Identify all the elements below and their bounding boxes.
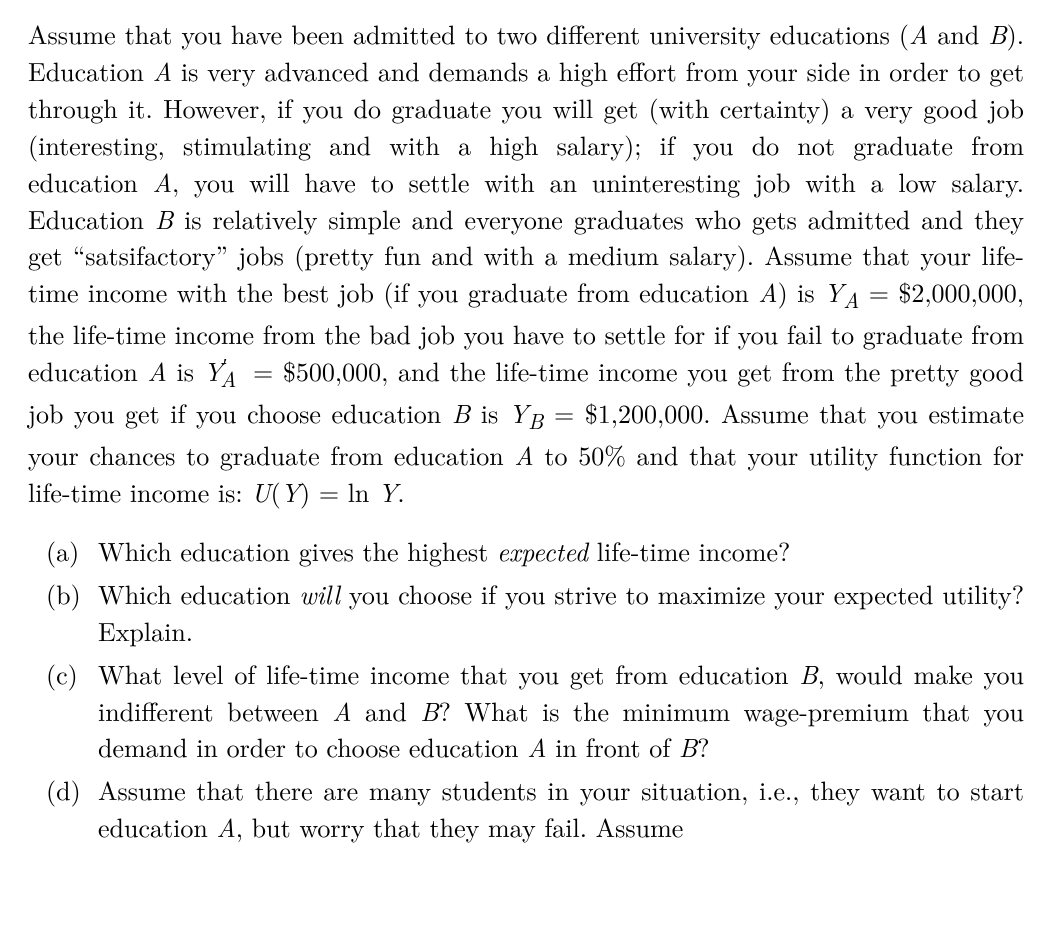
text: is bbox=[470, 394, 509, 431]
text: and bbox=[928, 15, 988, 52]
var-B: B bbox=[155, 200, 173, 237]
item-body-b: Which education will you choose if you s… bbox=[98, 576, 1024, 650]
question-d: (d) Assume that there are many students … bbox=[46, 772, 1024, 846]
var-YB: YB bbox=[509, 394, 544, 431]
var-Y: Y bbox=[378, 473, 397, 510]
var-B: B bbox=[679, 728, 697, 765]
item-label-c: (c) bbox=[46, 656, 98, 767]
var-YA-prime: Y′A bbox=[204, 352, 244, 389]
text: ? bbox=[697, 728, 709, 765]
var-A: A bbox=[153, 52, 172, 89]
var-B: B bbox=[988, 15, 1006, 52]
var-A: A bbox=[332, 692, 351, 729]
var-A: A bbox=[514, 436, 533, 473]
text: What level of life-time income that you … bbox=[98, 655, 799, 692]
item-label-a: (a) bbox=[46, 533, 98, 570]
emph: will bbox=[299, 575, 340, 612]
question-c: (c) What level of life-time income that … bbox=[46, 656, 1024, 767]
question-b: (b) Which education will you choose if y… bbox=[46, 576, 1024, 650]
text: in front of bbox=[547, 728, 679, 765]
text: ) is bbox=[778, 273, 824, 310]
text: . bbox=[397, 473, 404, 510]
text: ( bbox=[271, 473, 281, 510]
var-A: A bbox=[909, 15, 928, 52]
main-paragraph: Assume that you have been admitted to tw… bbox=[28, 16, 1024, 511]
item-label-d: (d) bbox=[46, 772, 98, 846]
text: is bbox=[167, 352, 204, 389]
item-body-c: What level of life-time income that you … bbox=[98, 656, 1024, 767]
text: Which education bbox=[98, 575, 299, 612]
text: ) = ln bbox=[300, 473, 378, 510]
var-A: A bbox=[147, 352, 166, 389]
var-U: U bbox=[251, 473, 270, 510]
text: , but worry that they may fail. Assume bbox=[236, 808, 684, 845]
var-YA: YA bbox=[824, 273, 859, 310]
var-B: B bbox=[420, 692, 438, 729]
item-label-b: (b) bbox=[46, 576, 98, 650]
page: Assume that you have been admitted to tw… bbox=[0, 0, 1052, 934]
var-A: A bbox=[153, 163, 172, 200]
var-B: B bbox=[799, 655, 817, 692]
var-A: A bbox=[527, 728, 546, 765]
var-A: A bbox=[216, 808, 235, 845]
text: Assume that you have been admitted to tw… bbox=[28, 15, 909, 52]
question-a: (a) Which education gives the highest ex… bbox=[46, 533, 1024, 570]
item-body-a: Which education gives the highest expect… bbox=[98, 533, 1024, 570]
emph: expected bbox=[497, 532, 588, 569]
var-B: B bbox=[452, 394, 470, 431]
var-A: A bbox=[758, 273, 777, 310]
var-Y: Y bbox=[281, 473, 300, 510]
text: life-time income? bbox=[588, 532, 790, 569]
text: and bbox=[352, 692, 421, 729]
item-body-d: Assume that there are many students in y… bbox=[98, 772, 1024, 846]
question-list: (a) Which education gives the highest ex… bbox=[28, 533, 1024, 846]
text: Which education gives the highest bbox=[98, 532, 497, 569]
